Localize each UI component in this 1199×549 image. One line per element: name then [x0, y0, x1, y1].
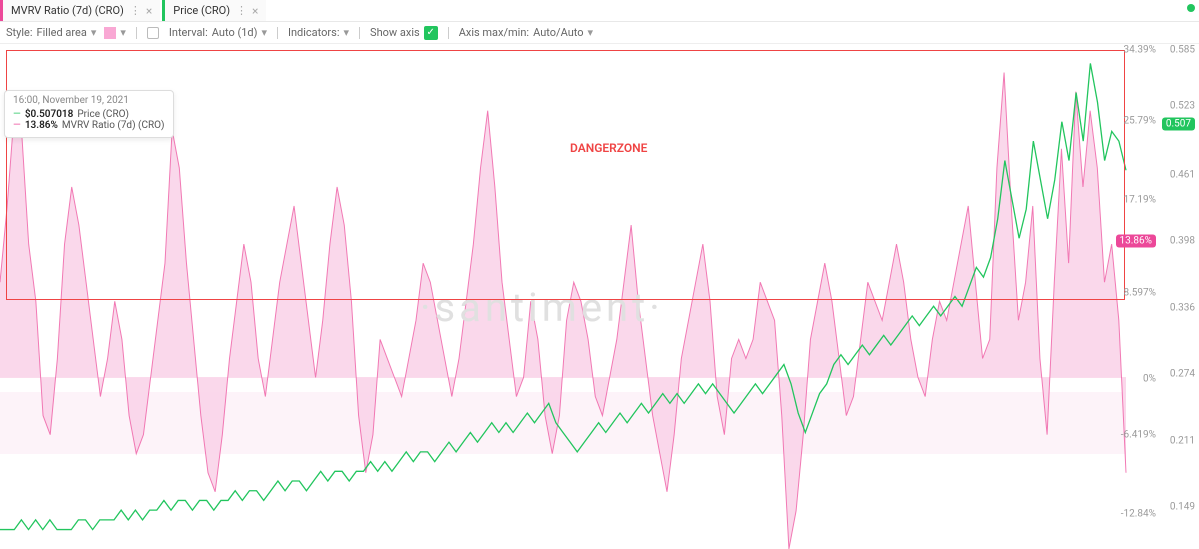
style-selector[interactable]: Style: Filled area ▾ ▾ — [6, 26, 126, 39]
interval-value: Auto (1d) — [212, 26, 258, 39]
chart-tabs: MVRV Ratio (7d) (CRO) ⋮ × Price (CRO) ⋮ … — [0, 0, 1199, 22]
tooltip-timestamp: 16:00, November 19, 2021 — [13, 95, 165, 106]
style-label: Style: — [6, 26, 33, 39]
tab-price[interactable]: Price (CRO) ⋮ × — [162, 0, 266, 21]
close-icon[interactable]: × — [146, 5, 152, 17]
tooltip-mvrv-value: 13.86% — [25, 120, 58, 131]
axismaxmin-label: Axis max/min: — [459, 26, 529, 39]
close-icon[interactable]: × — [252, 5, 258, 17]
interval-label: Interval: — [169, 26, 208, 39]
tab-label: Price (CRO) — [173, 4, 230, 17]
legend-dash-icon: ― — [13, 109, 21, 120]
axis-icon[interactable] — [147, 27, 159, 39]
showaxis-label: Show axis — [370, 26, 420, 39]
indicators-selector[interactable]: Indicators: ▾ — [288, 26, 349, 39]
check-icon: ✓ — [424, 26, 438, 40]
style-value: Filled area — [37, 26, 87, 39]
status-dot — [1187, 4, 1195, 12]
tab-menu-icon[interactable]: ⋮ — [130, 4, 140, 17]
tooltip-price-label: Price (CRO) — [77, 109, 129, 120]
legend-dash-icon: ― — [13, 120, 21, 131]
showaxis-toggle[interactable]: Show axis ✓ — [370, 26, 438, 40]
tooltip-mvrv-label: MVRV Ratio (7d) (CRO) — [62, 120, 165, 131]
chart-toolbar: Style: Filled area ▾ ▾ Interval: Auto (1… — [0, 22, 1199, 44]
tab-label: MVRV Ratio (7d) (CRO) — [11, 4, 124, 17]
chevron-down-icon: ▾ — [120, 26, 126, 39]
axismaxmin-value: Auto/Auto — [533, 26, 583, 39]
chart-svg — [0, 44, 1199, 549]
chevron-down-icon: ▾ — [91, 26, 97, 39]
chevron-down-icon: ▾ — [344, 26, 350, 39]
tab-mvrv[interactable]: MVRV Ratio (7d) (CRO) ⋮ × — [0, 0, 160, 21]
chevron-down-icon: ▾ — [588, 26, 594, 39]
axismaxmin-selector[interactable]: Axis max/min: Auto/Auto ▾ — [459, 26, 593, 39]
interval-selector[interactable]: Interval: Auto (1d) ▾ — [169, 26, 267, 39]
tooltip-price-value: $0.507018 — [25, 109, 74, 120]
hover-tooltip: 16:00, November 19, 2021 ― $0.507018 Pri… — [4, 90, 174, 138]
chevron-down-icon: ▾ — [261, 26, 267, 39]
color-swatch[interactable] — [104, 27, 116, 39]
chart-area[interactable]: ·santiment· DANGERZONE 16:00, November 1… — [0, 44, 1199, 549]
indicators-label: Indicators: — [288, 26, 340, 39]
tab-menu-icon[interactable]: ⋮ — [236, 4, 246, 17]
